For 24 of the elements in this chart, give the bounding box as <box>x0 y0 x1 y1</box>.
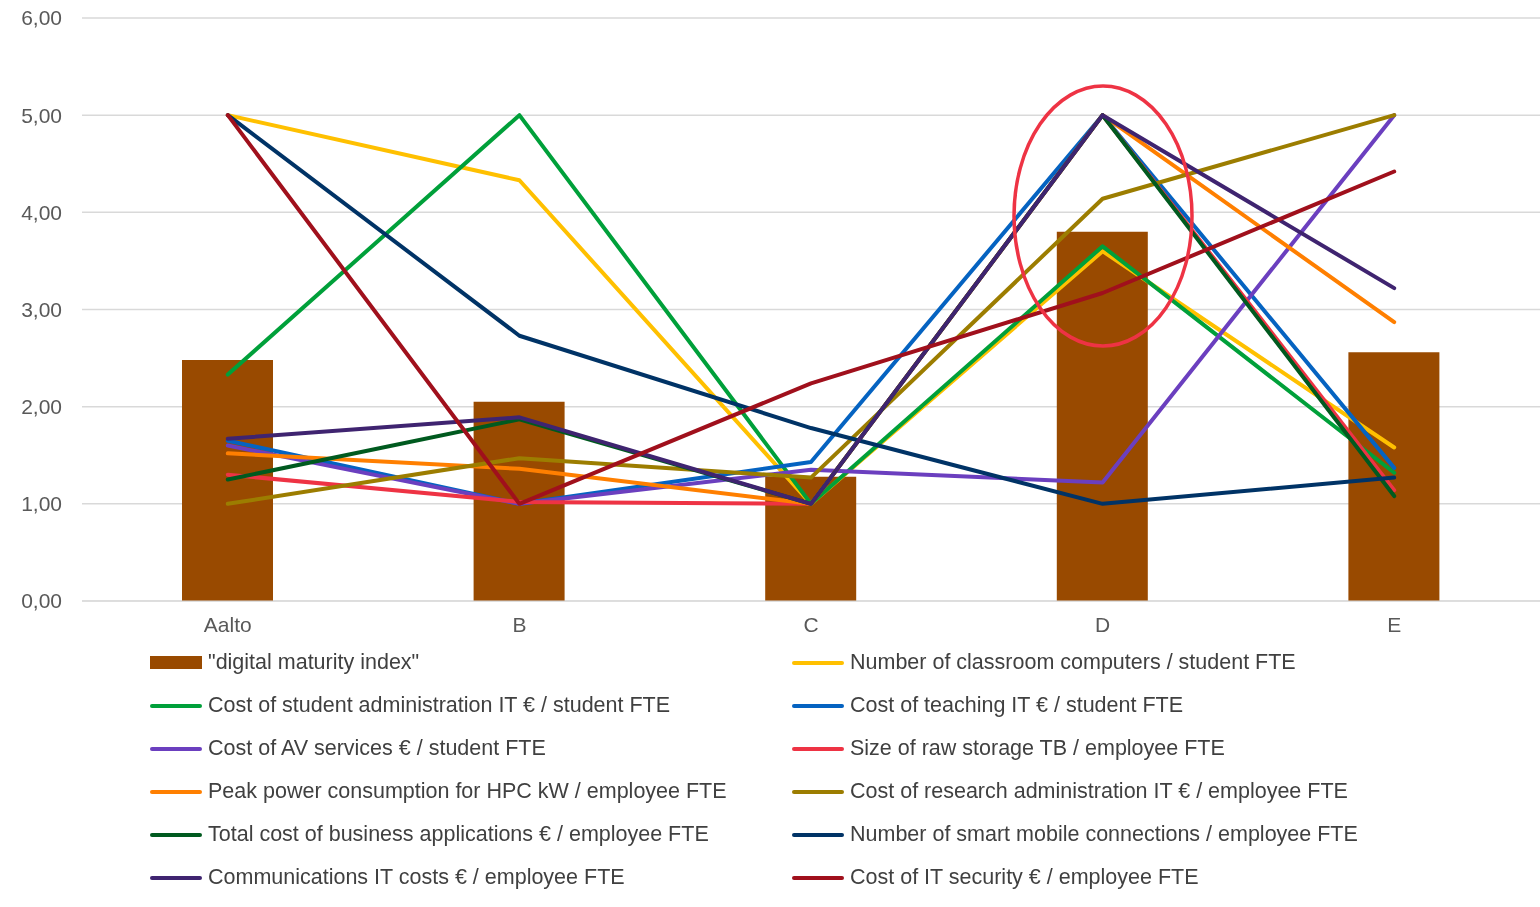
legend-label: Cost of student administration IT € / student FTE <box>208 693 671 718</box>
y-tick-label: 4,00 <box>21 200 62 224</box>
legend-label: "digital maturity index" <box>208 650 420 675</box>
y-tick-label: 0,00 <box>21 589 62 613</box>
x-tick-label: B <box>512 612 527 636</box>
legend-label: Cost of research administration IT € / employee FTE <box>850 779 1348 804</box>
legend-label: Peak power consumption for HPC kW / employee FTE <box>208 779 727 804</box>
legend-label: Cost of teaching IT € / student FTE <box>850 693 1184 718</box>
y-tick-label: 6,00 <box>21 6 62 30</box>
legend-label: Size of raw storage TB / employee FTE <box>850 736 1225 761</box>
legend-label: Number of classroom computers / student FTE <box>850 650 1296 675</box>
legend-label: Number of smart mobile connections / employee FTE <box>850 822 1358 847</box>
y-tick-label: 3,00 <box>21 297 62 321</box>
y-tick-label: 1,00 <box>21 492 62 516</box>
legend-label: Cost of AV services € / student FTE <box>208 736 546 761</box>
x-tick-label: C <box>803 612 819 636</box>
y-tick-label: 5,00 <box>21 103 62 127</box>
x-tick-label: D <box>1095 612 1111 636</box>
legend-label: Communications IT costs € / employee FTE <box>208 865 625 890</box>
x-tick-label: E <box>1387 612 1402 636</box>
legend-label: Cost of IT security € / employee FTE <box>850 865 1199 890</box>
legend-label: Total cost of business applications € / employee FTE <box>208 822 709 847</box>
x-tick-label: Aalto <box>203 612 252 636</box>
y-tick-label: 2,00 <box>21 395 62 419</box>
